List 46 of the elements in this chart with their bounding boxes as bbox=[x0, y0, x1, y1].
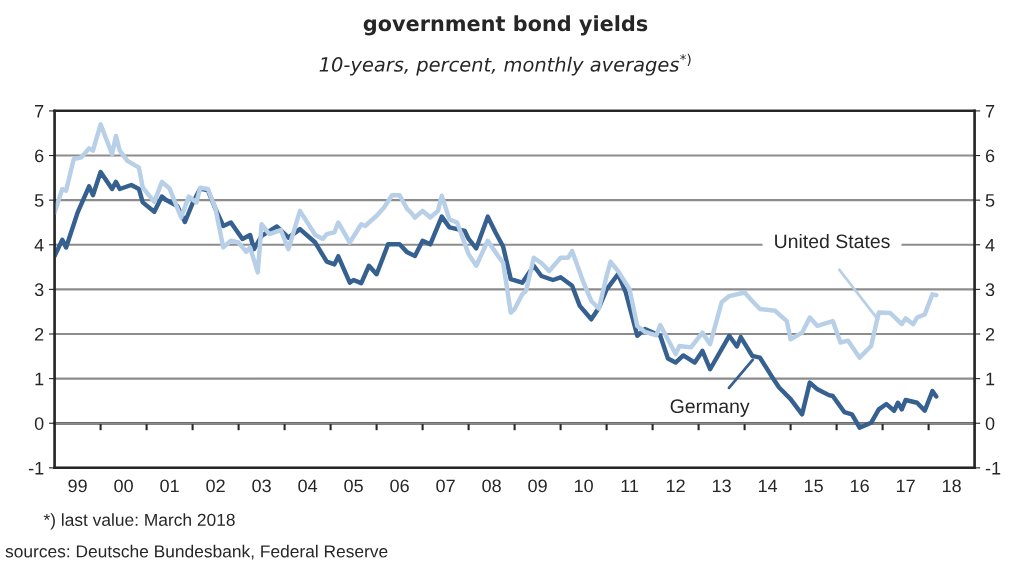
y-tick-label: 3 bbox=[34, 283, 44, 297]
x-tick-label: 99 bbox=[68, 479, 87, 493]
x-tick-label: 07 bbox=[436, 479, 455, 493]
line-series bbox=[54, 169, 939, 430]
text: *) last value: March 2018 bbox=[43, 513, 235, 530]
x-tick-label: 17 bbox=[896, 479, 915, 493]
y-tick-label: 4 bbox=[34, 238, 44, 252]
x-tick-label: 08 bbox=[482, 479, 501, 493]
y2-tick-label: -1 bbox=[985, 461, 1001, 475]
y-tick-label: 0 bbox=[34, 417, 44, 430]
x-tick-label: 15 bbox=[804, 479, 823, 493]
legend-label: Germany bbox=[670, 399, 750, 417]
y-tick-label: 2 bbox=[35, 327, 44, 341]
x-tick-label: 13 bbox=[712, 479, 731, 493]
x-tick-label: 04 bbox=[298, 479, 318, 493]
x-tick-label: 14 bbox=[758, 479, 778, 493]
y2-tick-label: 3 bbox=[985, 283, 995, 297]
y-tick-label: 5 bbox=[34, 194, 44, 207]
y-tick-label: 1 bbox=[35, 372, 44, 386]
text: United States bbox=[775, 233, 890, 249]
x-tick-label: 06 bbox=[390, 479, 409, 493]
y2-tick-label: 1 bbox=[986, 372, 995, 386]
y2-tick-label: 6 bbox=[985, 149, 995, 163]
chart-title: government bond yields bbox=[363, 15, 648, 36]
chart-subtitle: 10-years, percent, monthly averages$^{*)}$ bbox=[319, 53, 691, 76]
x-tick-label: 18 bbox=[942, 479, 961, 493]
x-tick-label: 00 bbox=[114, 479, 133, 493]
y2-tick-label: 2 bbox=[985, 327, 995, 341]
source-note: sources: Deutsche Bundesbank, Federal Reserve bbox=[5, 544, 388, 560]
x-tick-label: 03 bbox=[252, 479, 271, 493]
y2-tick-label: 0 bbox=[985, 417, 995, 430]
x-tick-label: 11 bbox=[621, 479, 639, 493]
x-tick-label: 02 bbox=[206, 479, 225, 493]
y2-tick-label: 5 bbox=[985, 194, 995, 207]
y2-tick-label: 7 bbox=[985, 105, 995, 118]
y-tick-label: 6 bbox=[35, 149, 44, 163]
x-tick-label: 01 bbox=[160, 479, 179, 493]
y2-tick-label: 4 bbox=[985, 238, 995, 252]
x-tick-label: 12 bbox=[666, 479, 685, 493]
x-tick-label: 05 bbox=[344, 479, 363, 493]
x-tick-label: 10 bbox=[574, 479, 593, 493]
x-tick-label: 09 bbox=[528, 479, 547, 493]
x-tick-label: 16 bbox=[850, 479, 869, 493]
y-tick-label: 7 bbox=[35, 105, 44, 118]
line-series bbox=[54, 122, 939, 360]
y-tick-label: -1 bbox=[28, 461, 44, 475]
